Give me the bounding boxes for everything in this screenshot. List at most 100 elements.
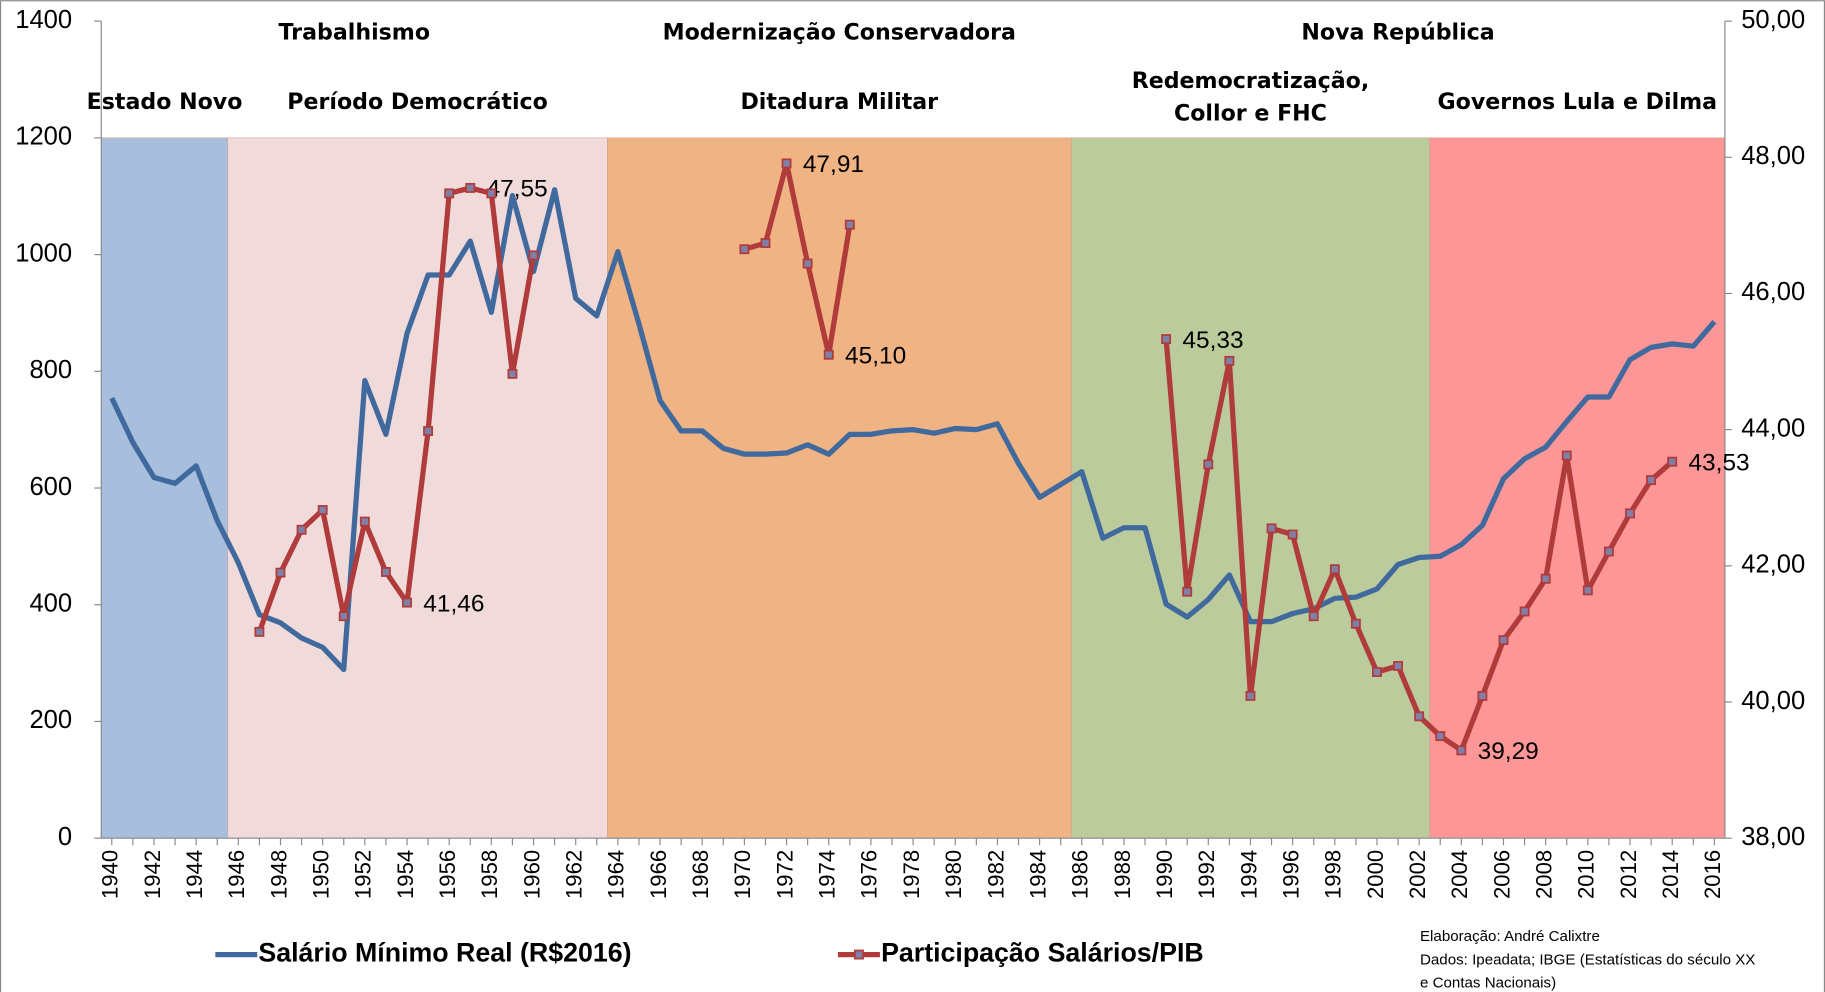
period-label: Collor e FHC: [1174, 101, 1327, 127]
marker: [1561, 450, 1572, 461]
marker: [254, 626, 265, 637]
marker: [1308, 611, 1319, 622]
marker: [1603, 546, 1614, 557]
marker: [739, 244, 750, 255]
x-tick-label: 1940: [98, 850, 123, 899]
x-tick-label: 2002: [1405, 850, 1430, 899]
marker: [402, 597, 412, 608]
period-label: Governos Lula e Dilma: [1437, 89, 1717, 115]
x-tick-label: 1974: [815, 850, 840, 899]
y2-tick-label: 40,00: [1741, 687, 1805, 715]
period-band: [1429, 137, 1726, 839]
era-label: Trabalhismo: [279, 19, 431, 45]
marker: [1329, 564, 1340, 575]
y-tick-label: 600: [29, 473, 72, 501]
legend-label: Participação Salários/PIB: [881, 938, 1204, 968]
x-tick-label: 1988: [1110, 850, 1135, 899]
marker: [1498, 635, 1509, 645]
x-tick-label: 1972: [772, 850, 797, 899]
x-tick-label: 1998: [1321, 850, 1346, 899]
era-label: Nova República: [1301, 19, 1494, 45]
x-tick-label: 1946: [224, 850, 249, 899]
marker: [1540, 573, 1551, 584]
marker: [317, 505, 328, 515]
x-tick-label: 1994: [1236, 850, 1261, 899]
marker: [1350, 618, 1361, 629]
period-band: [607, 137, 1072, 839]
note: Elaboração: André Calixtre: [1420, 928, 1600, 945]
x-tick-label: 1950: [309, 850, 334, 899]
x-tick-label: 1958: [477, 850, 502, 899]
x-tick-label: 1956: [435, 850, 460, 899]
x-tick-label: 2010: [1574, 850, 1599, 899]
x-tick-label: 1948: [266, 850, 291, 899]
y-tick-label: 1400: [15, 6, 72, 34]
y-tick-label: 800: [29, 356, 72, 384]
value-label: 43,53: [1688, 449, 1749, 476]
x-tick-label: 1976: [857, 850, 882, 899]
marker: [444, 188, 455, 199]
marker: [359, 516, 370, 527]
x-tick-label: 1942: [140, 850, 165, 899]
y-tick-label: 200: [29, 706, 72, 734]
marker: [1456, 745, 1467, 756]
x-tick-label: 2006: [1489, 850, 1514, 899]
x-tick-label: 2016: [1700, 850, 1725, 899]
marker: [486, 188, 497, 199]
marker: [781, 158, 792, 169]
note: Dados: Ipeadata; IBGE (Estatísticas do s…: [1420, 951, 1755, 968]
x-tick-label: 1964: [604, 850, 629, 899]
x-tick-label: 1954: [393, 850, 418, 899]
period-band: [1070, 137, 1430, 839]
value-label: 47,55: [487, 176, 548, 203]
marker: [275, 567, 286, 578]
legend-marker: [854, 949, 864, 960]
value-label: 41,46: [423, 590, 484, 617]
marker: [1667, 456, 1678, 467]
series-line: [109, 187, 1717, 673]
marker: [528, 250, 539, 261]
x-tick-label: 1944: [182, 850, 207, 899]
marker: [507, 368, 518, 379]
x-tick-label: 1970: [730, 850, 755, 899]
y2-tick-label: 38,00: [1741, 823, 1805, 851]
x-tick-label: 1980: [941, 850, 966, 899]
marker: [465, 182, 476, 193]
y-tick-label: 400: [29, 590, 72, 618]
x-tick-label: 1966: [646, 850, 671, 899]
marker: [1266, 523, 1277, 534]
x-tick-label: 2014: [1658, 850, 1683, 899]
era-label: Modernização Conservadora: [663, 19, 1016, 45]
marker: [1519, 606, 1530, 617]
value-label: 47,91: [803, 151, 864, 178]
x-tick-label: 2008: [1532, 850, 1557, 899]
value-label: 39,29: [1478, 738, 1539, 765]
marker: [1203, 459, 1214, 470]
marker: [296, 524, 307, 535]
note: e Contas Nacionais): [1420, 975, 1556, 992]
marker: [1372, 667, 1382, 677]
y2-tick-label: 44,00: [1741, 414, 1805, 442]
period-band: [100, 137, 229, 839]
marker: [1161, 334, 1172, 345]
marker: [1414, 711, 1425, 722]
period-label: Ditadura Militar: [740, 89, 938, 115]
x-tick-label: 1996: [1278, 850, 1303, 899]
marker: [1287, 529, 1298, 540]
y-tick-label: 1000: [15, 239, 72, 267]
period-label: Redemocratização,: [1132, 68, 1370, 94]
y2-tick-label: 46,00: [1741, 278, 1805, 306]
marker: [823, 349, 834, 360]
marker: [1477, 690, 1488, 701]
marker: [760, 238, 771, 249]
x-tick-label: 1962: [562, 850, 587, 899]
x-tick-label: 2000: [1363, 850, 1388, 899]
marker: [338, 611, 349, 622]
marker: [1582, 585, 1593, 596]
period-label: Estado Novo: [87, 89, 243, 115]
x-tick-label: 2012: [1616, 850, 1641, 899]
x-tick-label: 1968: [688, 850, 713, 899]
value-label: 45,10: [845, 343, 906, 370]
